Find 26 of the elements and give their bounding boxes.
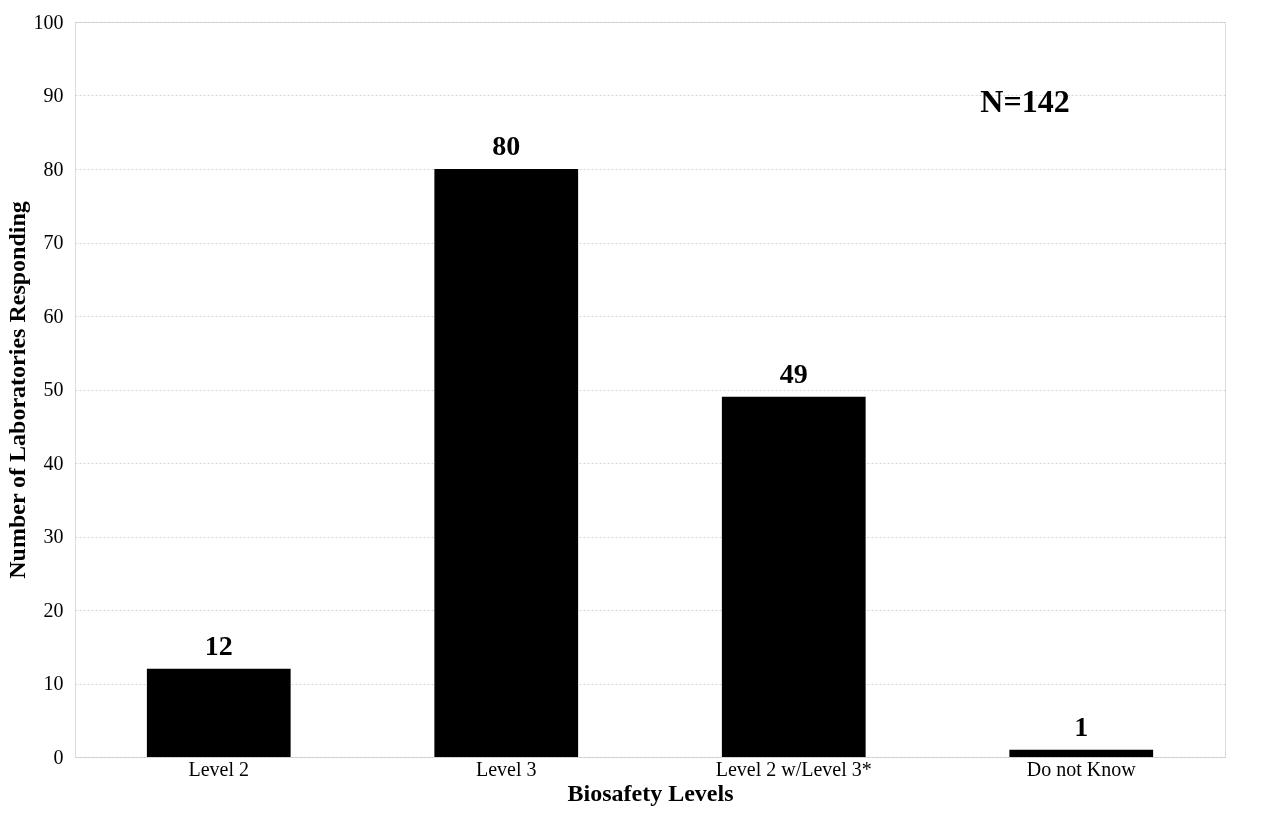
y-tick-label: 80 (43, 157, 64, 180)
bar (434, 169, 579, 757)
y-tick-label: 30 (43, 525, 64, 547)
x-tick-label: Do not Know (1026, 757, 1137, 780)
x-tick-label: Level 2 w/Level 3* (715, 757, 872, 780)
y-tick-label: 70 (43, 231, 64, 253)
y-tick-label: 100 (33, 10, 64, 33)
y-tick-label: 20 (43, 598, 64, 621)
bar (721, 396, 866, 757)
x-axis-title: Biosafety Levels (567, 779, 734, 806)
bar (146, 668, 291, 757)
y-axis-title: Number of Laboratories Responding (3, 201, 30, 579)
data-label: 80 (492, 130, 521, 161)
data-label: 1 (1074, 710, 1089, 742)
y-tick-label: 0 (53, 745, 64, 768)
data-label: 49 (779, 357, 808, 389)
y-tick-label: 10 (43, 672, 64, 694)
x-tick-label: Level 3 (475, 757, 537, 780)
data-label: 12 (204, 629, 233, 661)
y-tick-label: 50 (43, 378, 64, 400)
y-tick-label: 90 (43, 84, 64, 106)
bar (1009, 749, 1154, 757)
y-tick-label: 40 (43, 451, 64, 474)
x-tick-label: Level 2 (188, 757, 250, 780)
annotation: N=142 (980, 83, 1070, 119)
y-tick-label: 60 (43, 304, 64, 327)
